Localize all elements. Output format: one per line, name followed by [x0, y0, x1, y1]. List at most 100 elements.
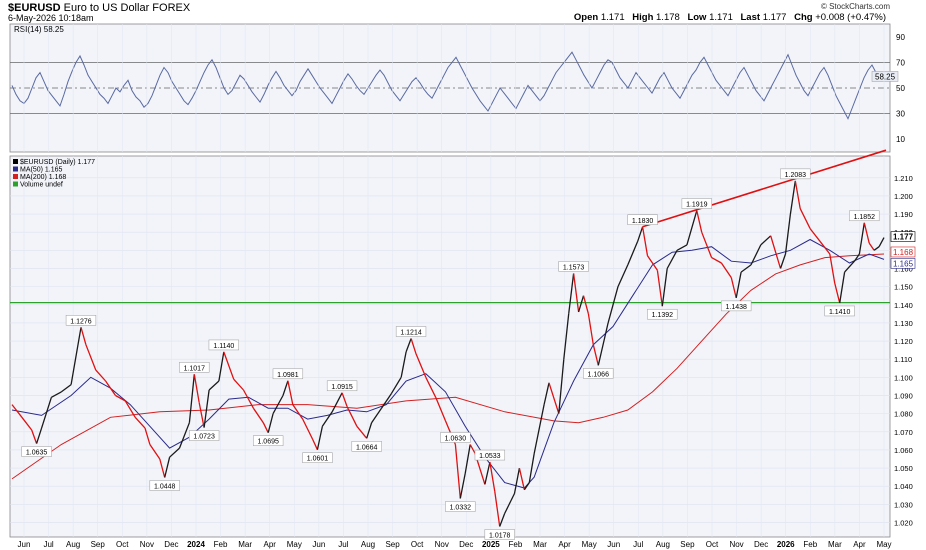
price-segment: [484, 461, 491, 485]
price-segment: [627, 241, 639, 266]
price-segment: [863, 222, 870, 244]
x-tick-label: Jun: [18, 540, 31, 549]
point-label-box: [253, 435, 284, 446]
price-segment: [321, 411, 333, 427]
price-segment: [489, 461, 496, 492]
price-tick-label: 1.020: [894, 518, 913, 527]
point-label-box: [188, 430, 220, 441]
price-segment: [356, 425, 368, 439]
price-segment: [198, 402, 205, 428]
point-label-box: [721, 300, 752, 312]
open-value: 1.171: [600, 12, 625, 23]
price-segment: [701, 231, 713, 258]
x-tick-label: Apr: [558, 540, 571, 549]
price-segment: [252, 407, 264, 424]
value-badge-label: 1.165: [893, 259, 914, 268]
symbol: $EURUSD: [8, 2, 61, 14]
point-label-box: [351, 441, 382, 452]
price-segment: [35, 427, 43, 444]
point-label-box: [149, 480, 180, 491]
price-segment: [789, 180, 796, 215]
price-segment: [779, 253, 787, 269]
price-segment: [750, 244, 762, 266]
price-segment: [607, 286, 619, 324]
point-label-box: [558, 261, 589, 272]
price-segment: [587, 313, 594, 345]
x-tick-label: Dec: [164, 540, 178, 549]
price-segment: [577, 295, 585, 313]
price-segment: [316, 426, 324, 450]
price-segment: [208, 380, 220, 391]
point-label: 1.1066: [588, 371, 610, 378]
point-label-box: [681, 198, 712, 209]
price-segment: [853, 253, 860, 262]
chg-label: Chg: [794, 12, 813, 23]
x-tick-label: Jun: [312, 540, 325, 549]
price-segment: [597, 322, 609, 366]
price-segment: [464, 444, 471, 474]
point-label: 1.0178: [489, 532, 511, 539]
price-segment: [178, 422, 191, 449]
price-segment: [572, 273, 580, 313]
price-segment: [164, 457, 171, 478]
point-label-box: [474, 449, 506, 461]
price-segment: [844, 260, 855, 273]
price-segment: [592, 344, 599, 366]
value-badge-label: 1.168: [893, 248, 914, 257]
price-segment: [548, 382, 560, 414]
point-label-box: [65, 315, 97, 326]
chg-value: +0.008 (+0.47%): [815, 12, 886, 23]
rsi-tick-label: 70: [896, 58, 905, 67]
rsi-tick-label: 10: [896, 135, 905, 144]
x-tick-label: Feb: [509, 540, 523, 549]
rsi-tick-label: 90: [896, 33, 905, 42]
price-segment: [760, 235, 772, 246]
price-segment: [410, 338, 417, 354]
point-label-box: [208, 339, 239, 351]
price-segment: [839, 271, 846, 304]
legend-label: $EURUSD (Daily) 1.177: [20, 159, 95, 166]
price-segment: [543, 382, 550, 405]
price-segment: [504, 493, 516, 514]
point-label: 1.0664: [356, 444, 378, 451]
price-tick-label: 1.210: [894, 174, 913, 183]
price-tick-label: 1.100: [894, 373, 913, 382]
price-tick-label: 1.080: [894, 410, 913, 419]
brand-watermark: © StockCharts.com: [820, 2, 890, 11]
price-segment: [558, 359, 565, 414]
point-label: 1.1852: [854, 214, 876, 221]
price-segment: [878, 237, 885, 248]
rsi-tick-label: 50: [896, 84, 905, 93]
price-segment: [262, 422, 269, 433]
price-segment: [513, 467, 521, 494]
x-tick-label: Oct: [411, 540, 424, 549]
price-segment: [834, 282, 841, 304]
point-label: 1.1214: [400, 330, 422, 337]
price-tick-label: 1.140: [894, 301, 913, 310]
x-tick-label: Feb: [803, 540, 817, 549]
resistance-trendline: [642, 149, 887, 228]
ma200-line: [11, 253, 885, 480]
price-segment: [770, 235, 782, 269]
x-tick-label: Jul: [43, 540, 53, 549]
price-segment: [341, 392, 348, 407]
price-segment: [40, 397, 53, 429]
price-segment: [730, 277, 737, 299]
price-segment: [331, 392, 343, 413]
price-tick-label: 1.090: [894, 391, 913, 400]
price-segment: [829, 253, 836, 284]
point-label-box: [583, 368, 614, 379]
legend-swatch: [13, 174, 18, 179]
legend-swatch: [13, 181, 18, 187]
price-segment: [646, 255, 658, 271]
point-label-box: [302, 452, 333, 463]
price-segment: [105, 380, 117, 396]
price-segment: [218, 351, 225, 382]
chart-title: $EURUSD Euro to US Dollar FOREX: [8, 2, 190, 14]
price-segment: [115, 394, 126, 402]
price-segment: [188, 374, 195, 423]
price-segment: [533, 404, 545, 454]
rsi-panel: [9, 23, 891, 153]
point-label: 1.0601: [307, 456, 329, 463]
